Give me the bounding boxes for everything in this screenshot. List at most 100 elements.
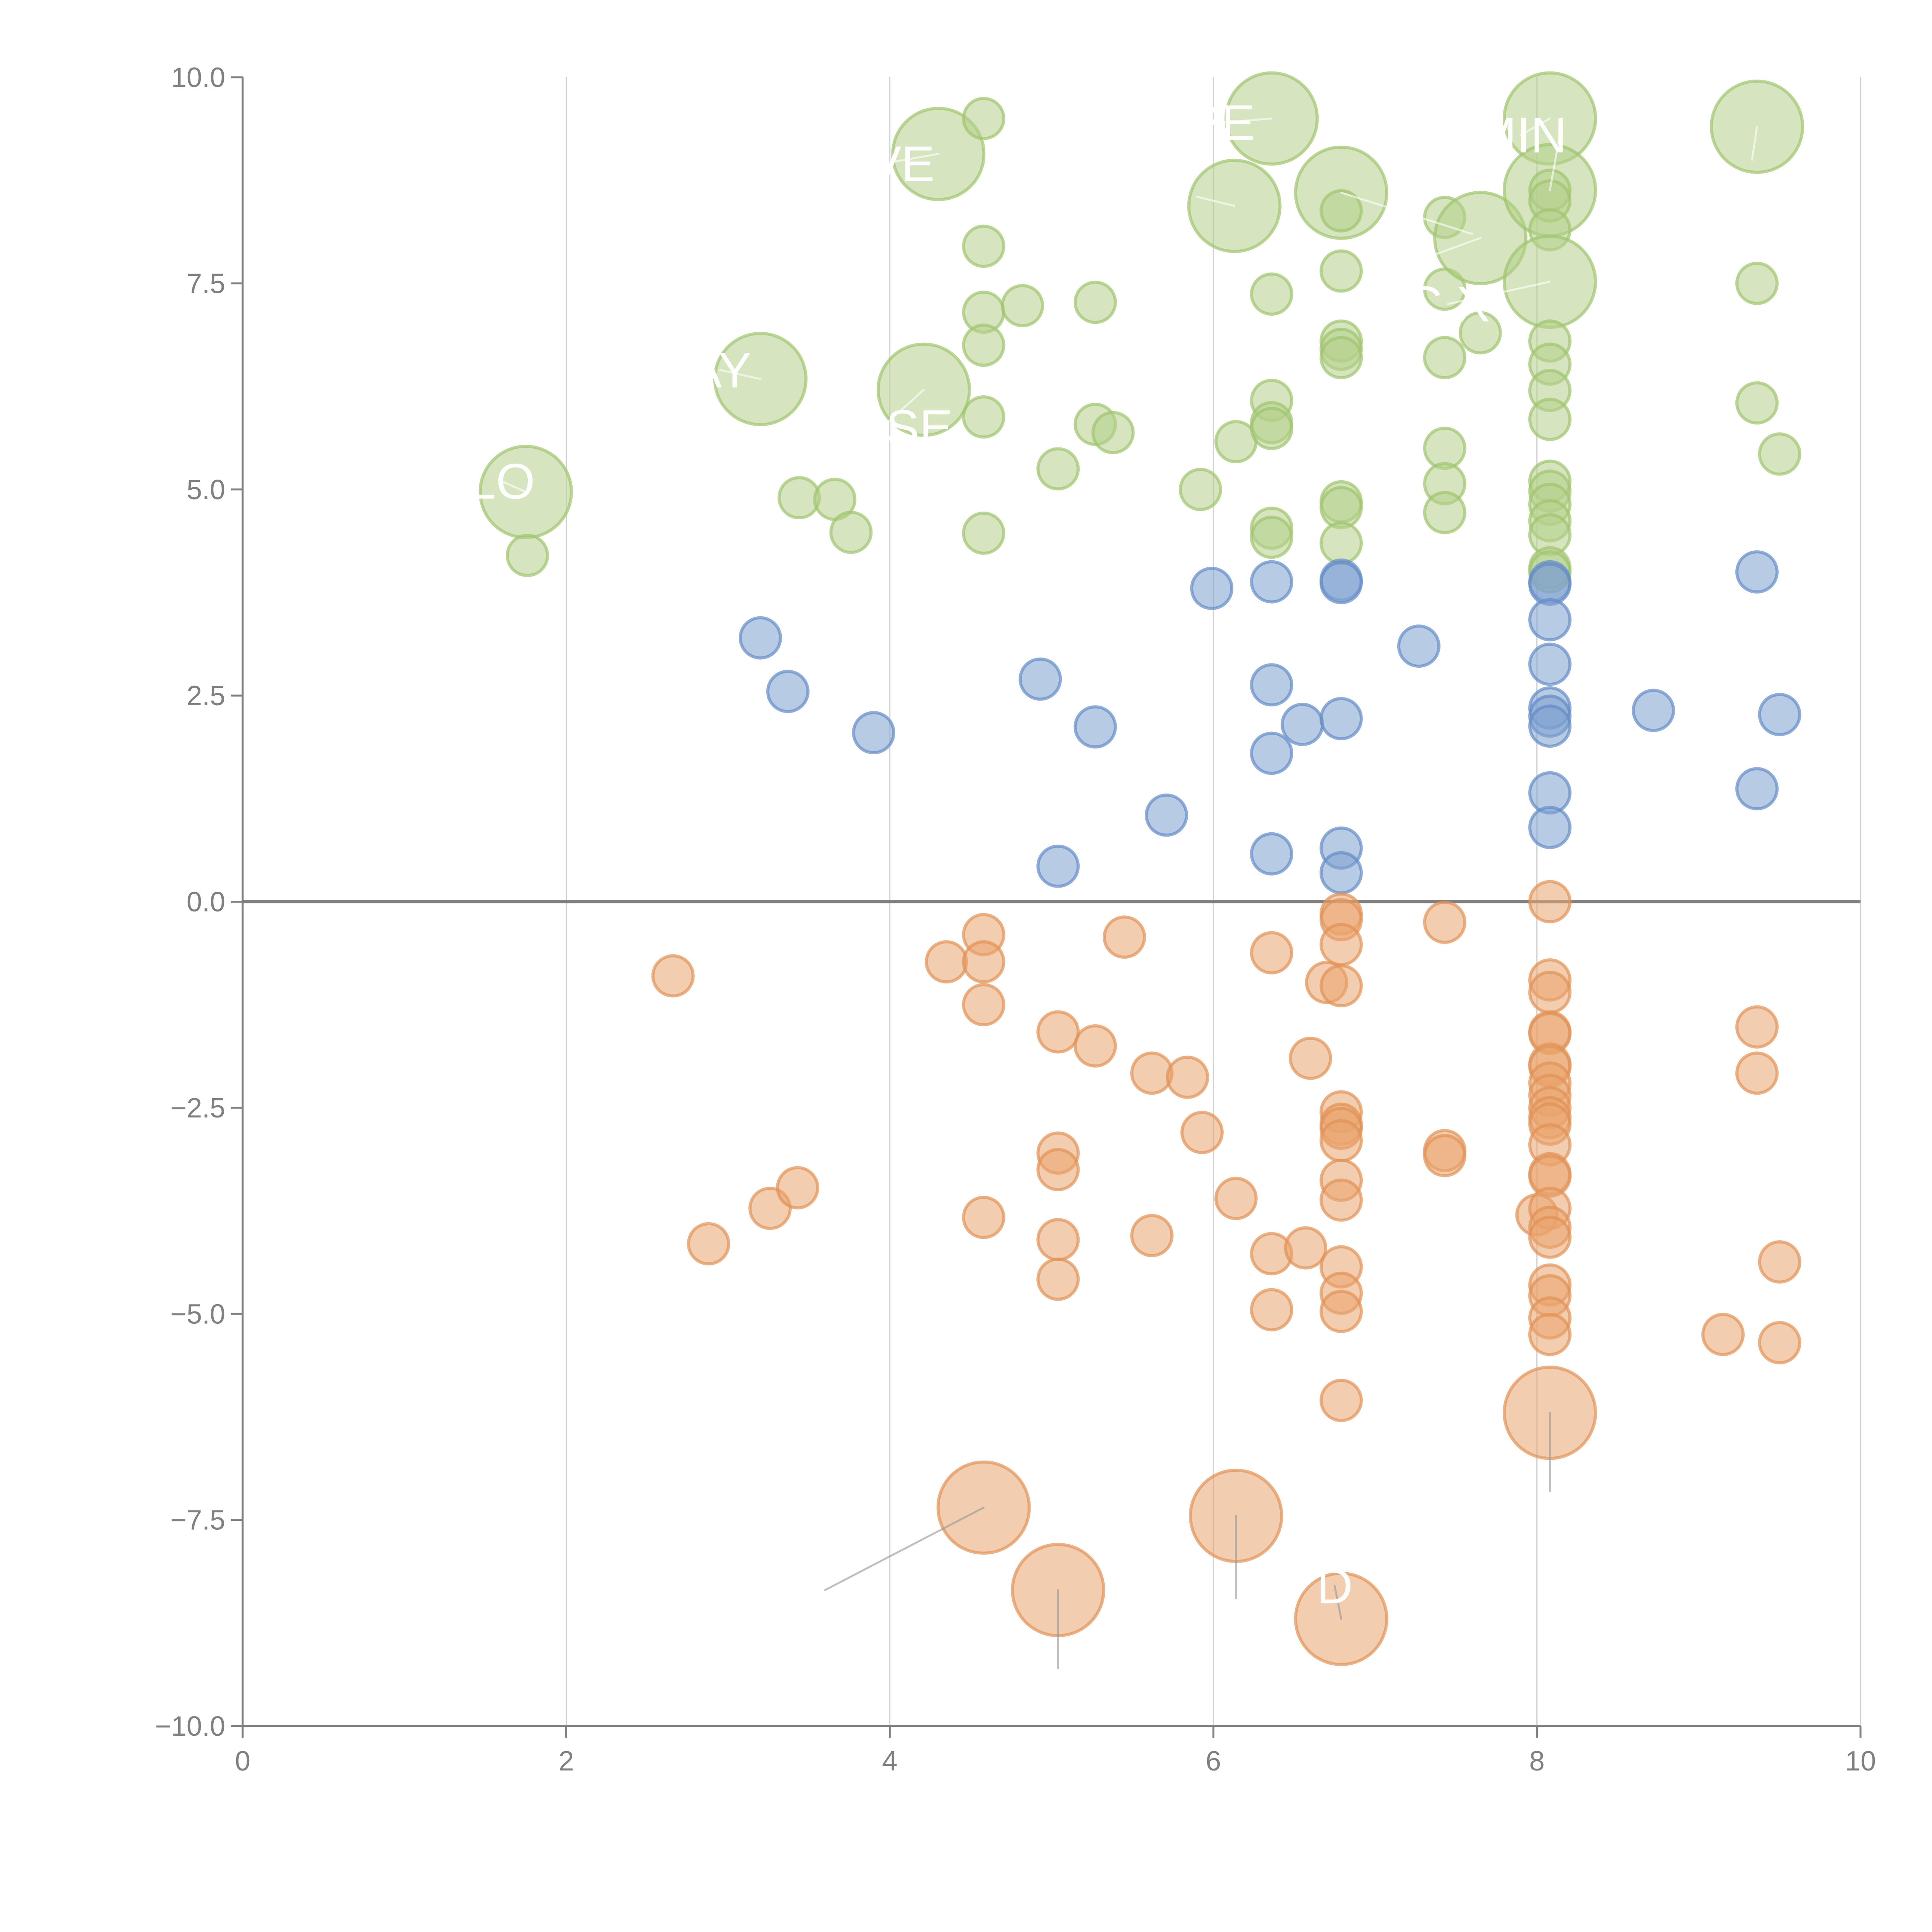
bubble-low [1250,1288,1293,1332]
bubble-low [1701,1313,1745,1356]
bubble-high [1091,411,1135,454]
axes: 10.0 7.5 5.0 2.5 0.0 −2.5 −5.0 −7.5 −10.0 0 2 4 6 8 10 [155,62,1876,1777]
bubble-high [1423,491,1466,534]
annotation-label: C X [1406,276,1490,332]
bubble-low [1758,1240,1801,1284]
y-tick-label: 5.0 [187,474,225,505]
bubble-low [1250,931,1293,975]
bubble-high [1423,336,1466,379]
bubble-high [1001,284,1044,327]
annotation-leader [1549,126,1562,191]
bubble-low [1319,923,1363,966]
x-tick-label: 10 [1845,1746,1876,1777]
bubble-mid [1250,832,1293,876]
bubble-high [962,323,1005,367]
bubble-mid [1145,793,1188,837]
bubble-high [1179,468,1222,511]
annotation-leader [1196,196,1236,207]
bubble-mid [766,670,810,713]
annotation-leader [1340,192,1473,235]
bubble-mid [1250,731,1293,775]
y-tick-label: −10.0 [155,1711,225,1742]
y-tick-label: 10.0 [171,62,225,93]
bubble-mid [852,711,895,755]
bubble-low [1036,1218,1080,1262]
bubble-low [925,940,968,984]
bubble-low [1528,1215,1572,1259]
annotation-leader [500,480,527,493]
y-tick-label: −5.0 [170,1299,225,1330]
bubble-mid [1397,624,1440,668]
bubble-mid [1528,704,1572,748]
bubble-mid [1528,598,1572,641]
bubble-high [1250,406,1293,450]
y-tick-label: −2.5 [170,1093,225,1124]
bubble-low [1319,1379,1363,1422]
bubble-high [962,224,1005,268]
annotation-leader [1333,1585,1342,1620]
x-tick-label: 4 [882,1746,898,1777]
bubble-mid [1735,767,1779,811]
bubble-low [1528,971,1572,1014]
bubble-low [1528,880,1572,923]
annotation-leader [881,153,939,165]
bubble-low [1319,1178,1363,1222]
bubble-high [1250,515,1293,559]
bubble-low [1319,1119,1363,1163]
annotation-leader [1751,126,1758,161]
bubble-high [962,97,1005,140]
bubble-low [1102,915,1146,959]
annotation-leader [1520,117,1551,136]
bubble-mid [1073,705,1117,749]
bubble-mid [1250,560,1293,604]
bubble-high [1735,381,1779,425]
bubble-low [1319,1289,1363,1333]
annotation-labels: LO AY OVE ROSE PE MIN C X D [468,94,1567,1614]
bubble-low [962,1196,1005,1239]
x-tick-label: 8 [1529,1746,1545,1777]
bubble-high [1735,262,1779,305]
annotation-label: PE [1188,94,1255,151]
bubble-low [1758,1321,1801,1364]
bubble-low [1289,1036,1332,1080]
bubble-high [962,395,1005,439]
bubble-high [1073,281,1117,324]
x-tick-label: 0 [235,1746,250,1777]
annotation-leader [881,389,925,429]
bubble-high [1758,432,1801,476]
bubble-mid [1528,806,1572,849]
bubble-high [505,534,549,577]
y-tick-label: −7.5 [170,1505,225,1536]
bubble-mid [738,616,782,660]
bubble-low [1130,1051,1174,1095]
bubble-low [962,940,1005,984]
x-tick-label: 6 [1206,1746,1221,1777]
annotation-leader [1423,237,1481,260]
bubble-mid [1528,643,1572,686]
bubble-low [1073,1024,1117,1068]
bubble-low [776,1166,820,1209]
bubble-high [1250,272,1293,316]
annotation-label: LO [468,453,535,509]
bubble-low [1735,1005,1779,1049]
bubble-low [1284,1226,1327,1270]
annotation-leader [824,1507,985,1591]
bubble-mid [1319,851,1363,895]
bubble-low [1166,1055,1209,1099]
bubble-low [962,983,1005,1027]
bubble-high [1528,398,1572,441]
annotation-leaders [500,117,1758,1670]
bubble-low [1319,964,1363,1008]
y-tick-label: 2.5 [187,680,225,711]
bubble-mid [1319,697,1363,740]
bubble-mid [1019,657,1062,701]
bubble-low [1036,1257,1080,1301]
y-tick-label: 0.0 [187,887,225,918]
bubble-low [1214,1177,1258,1220]
annotation-label: OVE [829,136,935,192]
bubble-low [1130,1214,1174,1257]
annotation-leader [719,369,762,380]
bubble-low [687,1222,730,1265]
bubble-high [1319,336,1363,379]
